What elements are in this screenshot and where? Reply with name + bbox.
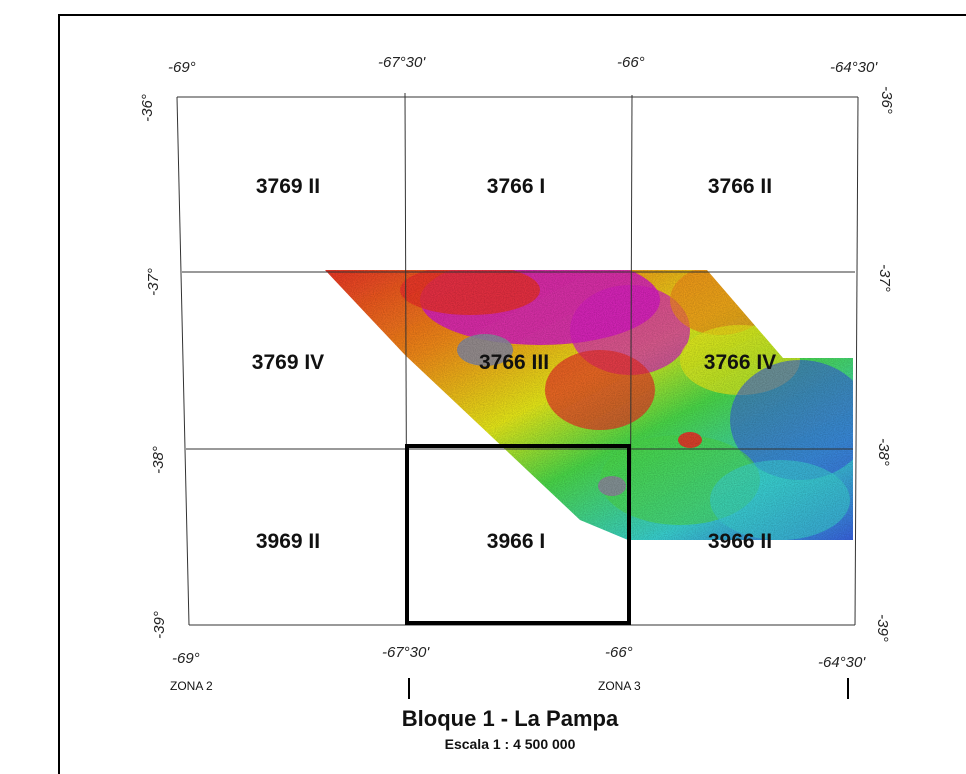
sheet-label: 3766 I (487, 175, 545, 198)
sheet-label: 3969 II (256, 530, 320, 553)
zone-label: ZONA 3 (598, 679, 641, 693)
lat-label-right: -38° (875, 438, 892, 466)
lon-label-bottom: -69° (172, 650, 200, 667)
sheet-label: 3766 III (479, 351, 549, 374)
sheet-label: 3769 II (256, 175, 320, 198)
lat-label-right: -39° (874, 614, 891, 642)
sheet-label: 3966 I (487, 530, 545, 553)
lat-label-right: -36° (878, 86, 895, 114)
highlighted-sheet-box (405, 444, 631, 625)
sheet-label: 3966 II (708, 530, 772, 553)
sheet-label: 3769 IV (252, 351, 324, 374)
lat-label-left: -37° (145, 268, 162, 296)
lon-label-top: -69° (168, 59, 196, 76)
map-title: Bloque 1 - La Pampa (401, 706, 619, 731)
lat-label-left: -39° (151, 611, 168, 639)
map-frame (58, 14, 966, 774)
lon-label-bottom: -67°30' (382, 644, 430, 661)
lon-label-bottom: -64°30' (818, 654, 866, 671)
lat-label-right: -37° (876, 264, 893, 292)
zone-label: ZONA 2 (170, 679, 213, 693)
map-scale: Escala 1 : 4 500 000 (444, 736, 576, 752)
satellite-swath (325, 270, 853, 540)
lat-label-left: -38° (150, 446, 167, 474)
lon-label-top: -64°30' (830, 59, 878, 76)
lat-label-left: -36° (139, 94, 156, 122)
lon-label-bottom: -66° (605, 644, 633, 661)
lon-label-top: -67°30' (378, 54, 426, 71)
sheet-label: 3766 II (708, 175, 772, 198)
lon-label-top: -66° (617, 54, 645, 71)
map-grid (176, 92, 859, 626)
sheet-label: 3766 IV (704, 351, 776, 374)
